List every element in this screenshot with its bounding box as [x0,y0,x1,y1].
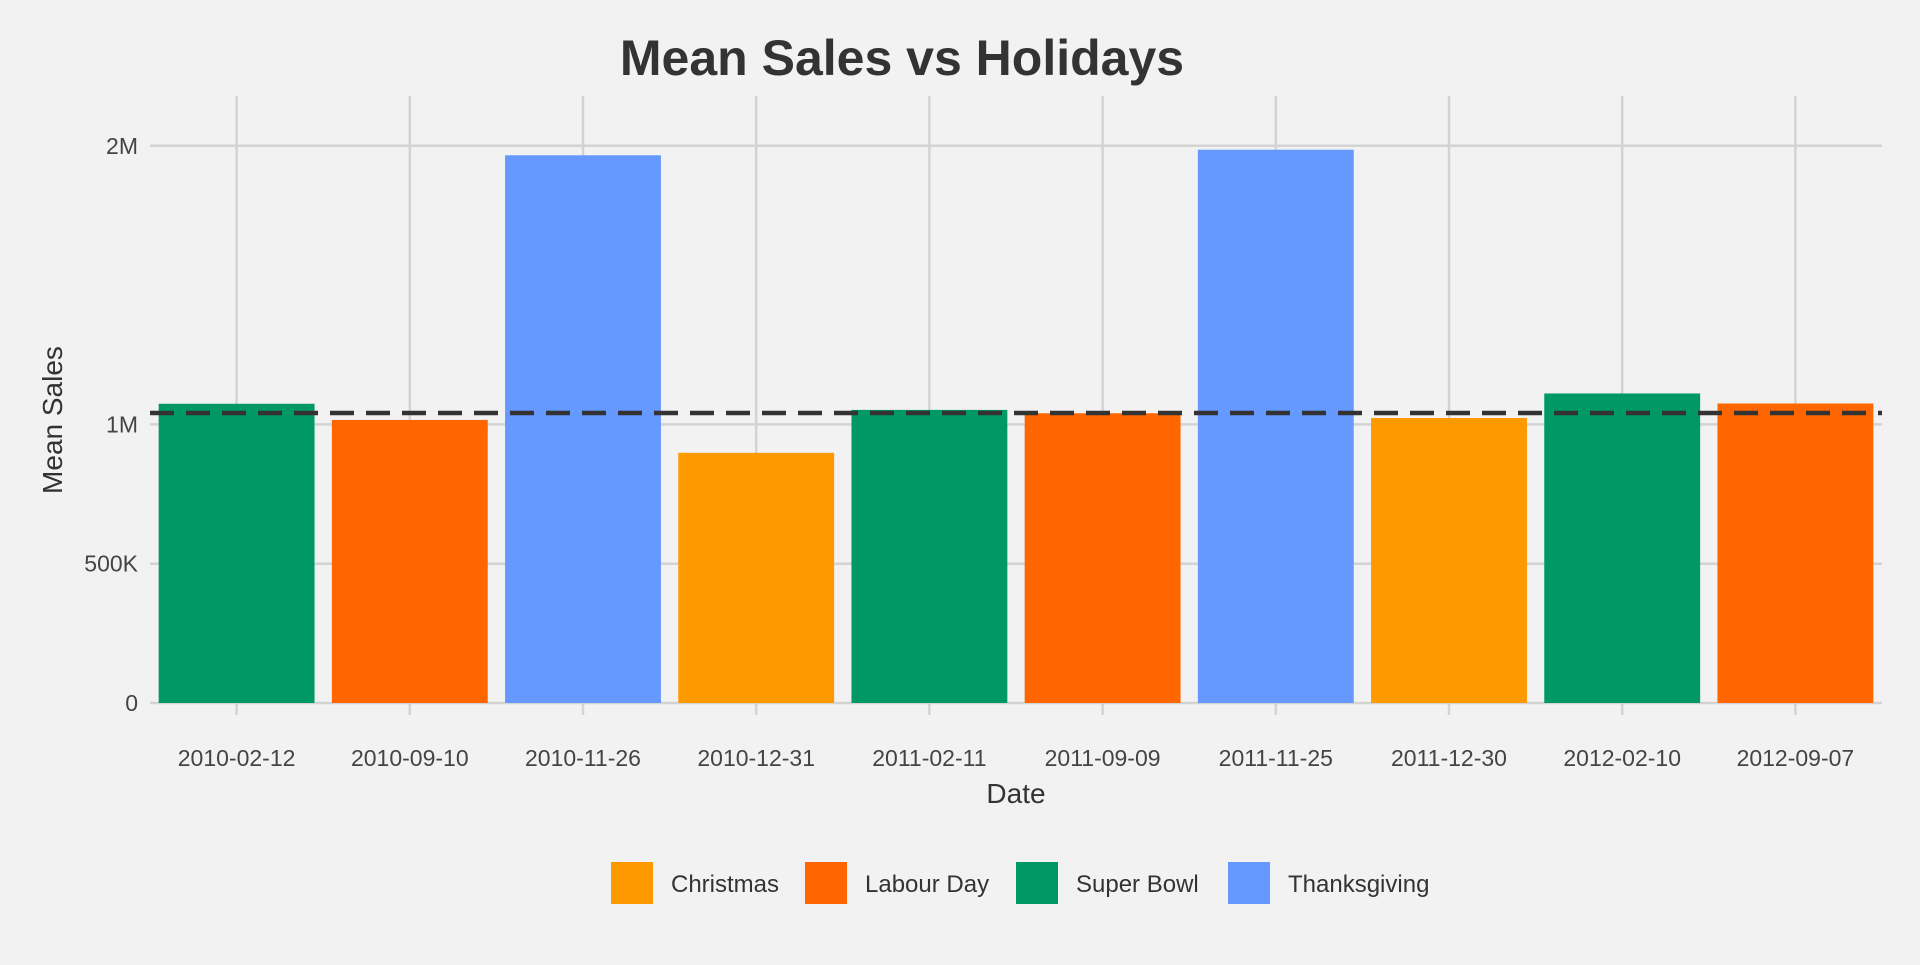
x-tick-label: 2010-11-26 [525,745,641,771]
bar-2012-09-07 [1717,403,1874,703]
bar-2010-09-10 [331,419,488,703]
bar-2012-02-10 [1544,393,1701,703]
legend-swatch [611,862,653,904]
chart-title: Mean Sales vs Holidays [620,30,1184,86]
x-axis-label: Date [986,778,1045,809]
bar-2010-12-31 [678,452,835,703]
y-tick-label: 2M [106,133,138,159]
bar-2011-12-30 [1371,417,1527,703]
x-tick-label: 2012-02-10 [1563,745,1681,771]
legend-swatch [1016,862,1058,904]
bar-2010-11-26 [505,155,661,704]
x-tick-label: 2010-09-10 [351,745,469,771]
y-tick-label: 1M [106,411,138,437]
bar-2011-02-11 [851,409,1008,703]
x-tick-label: 2010-02-12 [178,745,296,771]
y-tick-label: 0 [125,690,138,716]
x-tick-label: 2011-11-25 [1219,745,1333,771]
axes: 0 500K 1M 2M 2010-02-12 2010-09-10 2010-11-26 2… [84,133,1854,771]
legend-swatch [805,862,847,904]
bars [158,149,1874,704]
bar-2011-11-25 [1197,149,1354,703]
y-axis-label: Mean Sales [37,346,68,494]
legend: Christmas Labour Day Super Bowl Thanksgivin… [611,862,1429,904]
x-tick-label: 2010-12-31 [697,745,815,771]
legend-label: Christmas [671,871,779,898]
legend-label: Labour Day [865,871,989,898]
y-tick-label: 500K [84,551,138,577]
x-tick-label: 2011-09-09 [1045,745,1161,771]
legend-label: Super Bowl [1076,871,1199,898]
legend-label: Thanksgiving [1288,871,1429,898]
x-tick-label: 2011-12-30 [1391,745,1507,771]
x-tick-label: 2012-09-07 [1737,745,1855,771]
legend-swatch [1228,862,1270,904]
x-tick-label: 2011-02-11 [872,745,986,771]
bar-2010-02-12 [158,403,315,703]
bar-2011-09-09 [1024,413,1181,703]
